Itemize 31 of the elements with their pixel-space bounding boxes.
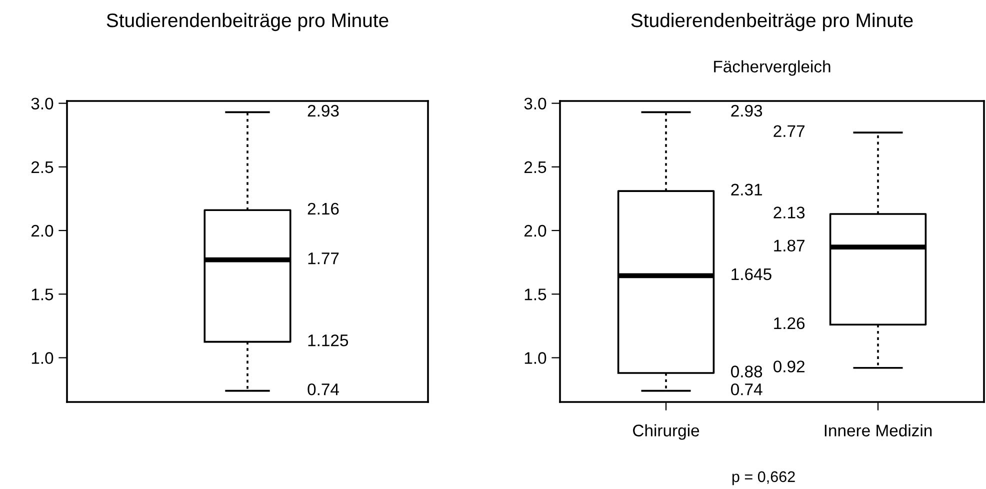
y-tick-label: 1.5 xyxy=(524,288,546,300)
chart-title: Studierendenbeiträge pro Minute xyxy=(106,12,388,32)
chart-title: Studierendenbeiträge pro Minute xyxy=(631,12,913,32)
annotation: 1.77 xyxy=(308,252,339,264)
x-tick-label: Innere Medizin xyxy=(824,424,932,436)
annotation: 0.88 xyxy=(731,366,762,378)
annotation: 1.125 xyxy=(308,334,348,346)
annotation: 1.645 xyxy=(732,268,772,280)
y-tick-label: 1.0 xyxy=(524,352,546,364)
y-tick-label: 2.5 xyxy=(524,161,546,174)
y-tick-label: 3.0 xyxy=(524,98,546,110)
chart-subtitle: Fächervergleich xyxy=(714,60,830,76)
annotation: 1.26 xyxy=(774,317,805,330)
annotation: 1.87 xyxy=(774,240,804,252)
annotation: 2.31 xyxy=(731,184,762,196)
annotation: 2.93 xyxy=(308,104,339,117)
annotation: 2.13 xyxy=(774,206,805,218)
x-tick-label: Chirurgie xyxy=(633,424,700,440)
annotation: 0.74 xyxy=(308,383,339,396)
y-tick-label: 2.0 xyxy=(524,224,546,237)
y-tick-label: 2.0 xyxy=(31,224,54,237)
y-tick-label: 3.0 xyxy=(31,98,54,110)
text: p = 0,662 xyxy=(732,471,795,486)
annotation: 2.93 xyxy=(731,104,762,117)
annotation: 0.92 xyxy=(774,360,804,372)
annotation: 0.74 xyxy=(731,383,762,396)
y-tick-label: 2.5 xyxy=(31,161,54,174)
y-tick-label: 1.5 xyxy=(32,288,54,300)
y-tick-label: 1.0 xyxy=(32,352,54,364)
annotation: 2.16 xyxy=(308,202,339,215)
annotation: 2.77 xyxy=(774,125,804,137)
